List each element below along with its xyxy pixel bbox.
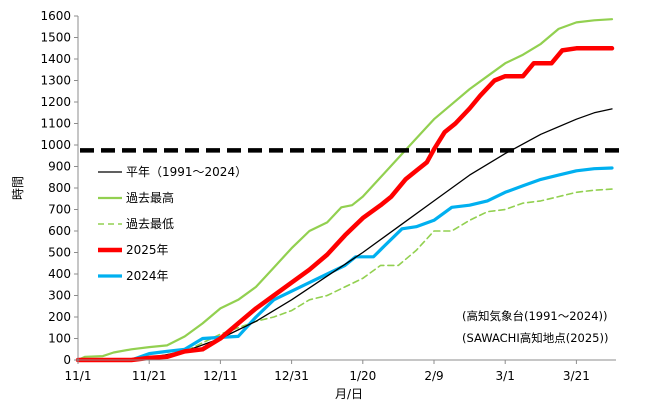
y-tick-label: 700 [48,203,71,217]
y-tick-label: 800 [48,181,71,195]
legend-label-2: 過去最低 [126,217,174,231]
series-line-3 [75,46,615,363]
y-tick-label: 1400 [40,52,71,66]
x-axis-title: 月/日 [335,387,363,401]
y-tick-label: 900 [48,160,71,174]
x-tick-label: 3/21 [563,369,590,383]
legend-label-1: 過去最高 [126,190,174,205]
x-tick-label: 11/21 [132,369,167,383]
y-tick-label: 600 [48,224,71,238]
legend-label-3: 2025年 [126,243,169,257]
x-tick-label: 1/20 [349,369,376,383]
y-tick-label: 100 [48,332,71,346]
x-tick-labels: 11/1 11/21 12/11 12/31 1/20 2/9 3/1 3/21 [65,369,590,383]
x-tick-label: 12/11 [203,369,238,383]
y-tick-label: 1200 [40,95,71,109]
y-tick-label: 1500 [40,31,71,45]
x-tick-label: 12/31 [274,369,309,383]
y-tick-label: 1600 [40,9,71,23]
x-tick-label: 2/9 [424,369,443,383]
y-axis-title: 時間 [11,176,25,200]
source-annotation-2: (SAWACHI高知地点(2025)) [462,331,608,345]
source-annotation-1: (高知気象台(1991～2024)) [462,309,607,323]
y-tick-label: 400 [48,267,71,281]
y-tick-label: 0 [63,353,71,367]
series-line-1 [76,18,614,362]
axes [74,15,616,364]
series-line-4 [76,166,614,362]
y-tick-label: 200 [48,310,71,324]
y-tick-labels: 0 100 200 300 400 500 600 700 800 900 1000 1100 1200… [40,9,71,367]
legend-label-0: 平年（1991～2024） [126,165,247,179]
x-tick-label: 11/1 [65,369,92,383]
series-layer [75,18,615,363]
y-tick-label: 1100 [40,117,71,131]
y-tick-label: 300 [48,289,71,303]
x-tick-label: 3/1 [496,369,515,383]
y-tick-label: 1000 [40,138,71,152]
y-tick-label: 500 [48,246,71,260]
y-tick-label: 1300 [40,74,71,88]
legend-label-4: 2024年 [126,269,169,283]
